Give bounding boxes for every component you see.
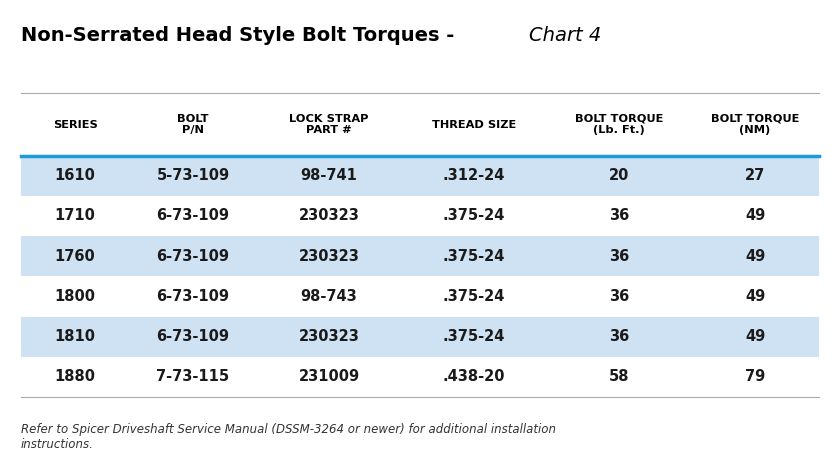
Text: LOCK STRAP
PART #: LOCK STRAP PART # xyxy=(289,113,369,135)
Text: 230323: 230323 xyxy=(298,249,360,264)
Text: 7-73-115: 7-73-115 xyxy=(156,369,229,384)
Text: 49: 49 xyxy=(745,289,765,304)
Text: 1880: 1880 xyxy=(55,369,96,384)
Text: .375-24: .375-24 xyxy=(443,208,505,223)
Text: 20: 20 xyxy=(609,168,629,183)
Text: 230323: 230323 xyxy=(298,329,360,344)
Text: SERIES: SERIES xyxy=(53,120,97,129)
Bar xyxy=(21,317,819,357)
Bar xyxy=(21,156,819,196)
Text: 230323: 230323 xyxy=(298,208,360,223)
Text: BOLT TORQUE
(NM): BOLT TORQUE (NM) xyxy=(711,113,799,135)
Bar xyxy=(21,276,819,317)
Text: THREAD SIZE: THREAD SIZE xyxy=(432,120,516,129)
Text: Chart 4: Chart 4 xyxy=(529,26,602,45)
Text: 36: 36 xyxy=(609,208,629,223)
Text: 98-743: 98-743 xyxy=(301,289,357,304)
Text: 98-741: 98-741 xyxy=(301,168,357,183)
Text: 6-73-109: 6-73-109 xyxy=(156,249,229,264)
Text: Non-Serrated Head Style Bolt Torques -: Non-Serrated Head Style Bolt Torques - xyxy=(21,26,460,45)
Text: 1710: 1710 xyxy=(55,208,96,223)
Text: BOLT TORQUE
(Lb. Ft.): BOLT TORQUE (Lb. Ft.) xyxy=(575,113,663,135)
Text: .375-24: .375-24 xyxy=(443,289,505,304)
Text: .312-24: .312-24 xyxy=(443,168,505,183)
Text: BOLT
P/N: BOLT P/N xyxy=(177,113,209,135)
Text: .375-24: .375-24 xyxy=(443,329,505,344)
Text: .375-24: .375-24 xyxy=(443,249,505,264)
Text: Refer to Spicer Driveshaft Service Manual (DSSM-3264 or newer) for additional in: Refer to Spicer Driveshaft Service Manua… xyxy=(21,423,556,451)
Text: 231009: 231009 xyxy=(298,369,360,384)
Text: 1760: 1760 xyxy=(55,249,96,264)
Text: 49: 49 xyxy=(745,208,765,223)
Text: 27: 27 xyxy=(745,168,765,183)
Text: 5-73-109: 5-73-109 xyxy=(156,168,229,183)
Text: 6-73-109: 6-73-109 xyxy=(156,329,229,344)
Text: 58: 58 xyxy=(609,369,629,384)
Text: 49: 49 xyxy=(745,249,765,264)
Text: 36: 36 xyxy=(609,249,629,264)
Text: 6-73-109: 6-73-109 xyxy=(156,208,229,223)
Bar xyxy=(21,357,819,397)
Text: 36: 36 xyxy=(609,289,629,304)
Text: 36: 36 xyxy=(609,329,629,344)
Text: 1810: 1810 xyxy=(55,329,96,344)
Bar xyxy=(21,196,819,236)
Text: 49: 49 xyxy=(745,329,765,344)
Text: 79: 79 xyxy=(745,369,765,384)
Bar xyxy=(21,236,819,276)
Text: 1610: 1610 xyxy=(55,168,96,183)
Text: 6-73-109: 6-73-109 xyxy=(156,289,229,304)
Text: 1800: 1800 xyxy=(55,289,96,304)
Text: .438-20: .438-20 xyxy=(443,369,505,384)
